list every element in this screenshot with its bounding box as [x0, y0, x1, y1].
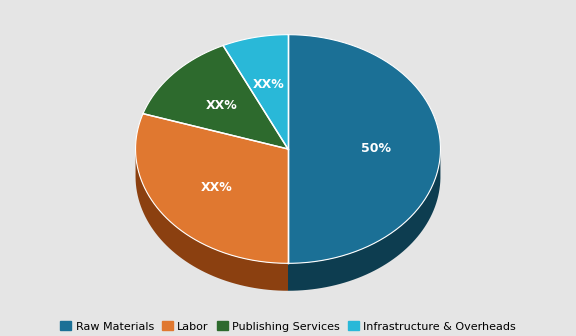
Text: XX%: XX% [253, 78, 285, 91]
Legend: Raw Materials, Labor, Publishing Services, Infrastructure & Overheads: Raw Materials, Labor, Publishing Service… [56, 317, 520, 336]
Polygon shape [135, 114, 288, 263]
Polygon shape [223, 35, 288, 149]
Polygon shape [143, 46, 288, 149]
Text: 50%: 50% [361, 142, 392, 156]
Polygon shape [288, 35, 441, 263]
Text: XX%: XX% [206, 99, 237, 112]
Polygon shape [288, 151, 441, 291]
Text: XX%: XX% [200, 181, 232, 195]
Polygon shape [135, 150, 288, 291]
